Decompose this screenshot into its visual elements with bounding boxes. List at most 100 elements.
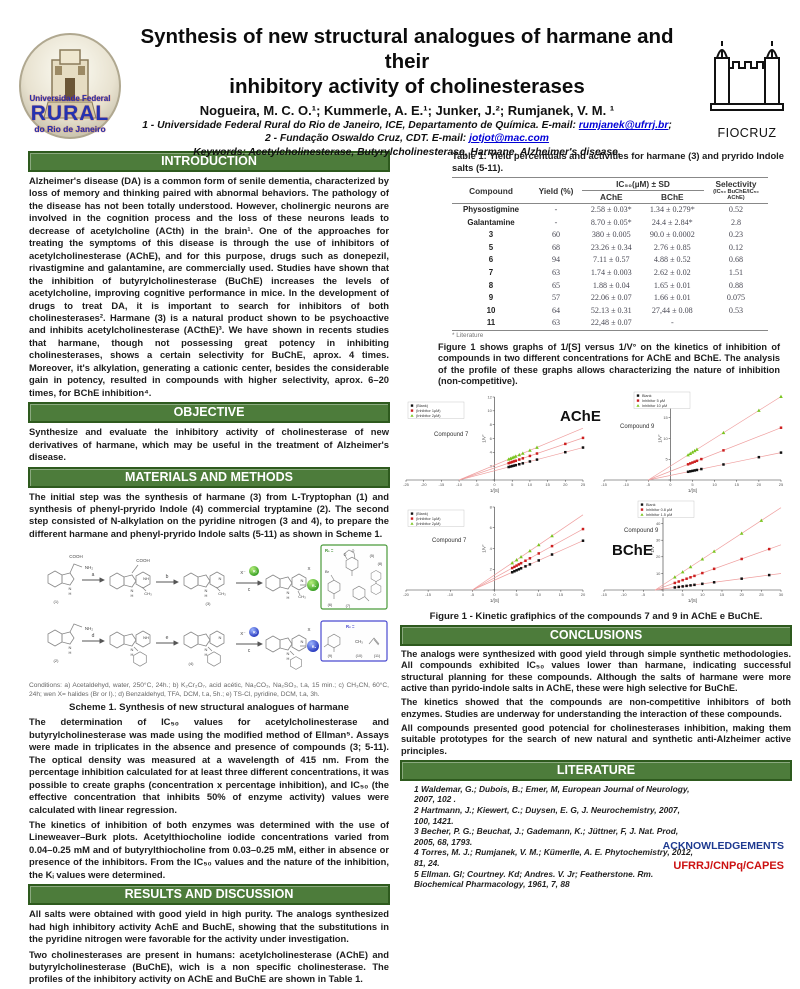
- svg-text:1/[S]: 1/[S]: [688, 488, 697, 493]
- scheme-label: NH₂: [85, 565, 93, 570]
- svg-text:-15: -15: [425, 592, 432, 597]
- scheme-label: N: [287, 590, 290, 595]
- reference-item: 3 Becher, P. G.; Beuchat, J.; Gademann, …: [414, 826, 679, 847]
- authors-line: Nogueira, M. C. O.¹; Kummerle, A. E.¹; J…: [199, 103, 615, 118]
- affiliation-2-text: 2 - Fundação Oswaldo Cruz, CDT. E-mail:: [265, 133, 470, 144]
- svg-text:12: 12: [487, 395, 492, 400]
- svg-text:0: 0: [669, 482, 672, 487]
- scheme-label: R₂: [253, 631, 258, 635]
- svg-text:2: 2: [490, 464, 493, 469]
- affiliation-1: 1 - Universidade Federal Rural do Rio de…: [132, 120, 682, 131]
- affiliation-1-text: 1 - Universidade Federal Rural do Rio de…: [142, 120, 579, 131]
- scheme-label: NH: [143, 576, 149, 581]
- scheme-label: (7): [346, 604, 351, 608]
- table-header-yield: Yield (%): [538, 185, 574, 196]
- scheme-label: O: [352, 549, 355, 553]
- scheme-label: H: [69, 591, 72, 596]
- scheme-label: CH₃: [218, 591, 226, 596]
- methods-paragraph-1: The initial step was the synthesis of ha…: [29, 490, 389, 539]
- svg-text:15: 15: [559, 592, 564, 597]
- poster-body: INTRODUCTION Alzheimer's disease (DA) is…: [0, 146, 800, 989]
- ufrrj-logo-text-line1: Universidade Federal: [29, 94, 111, 103]
- table-1-title: Table 1: Yield percentuals and activitie…: [452, 150, 784, 173]
- svg-text:25: 25: [759, 592, 764, 597]
- keywords-line: Keywords: Acetylcholinesterase, Butyrylc…: [193, 147, 621, 158]
- reference-item: 2 Hartmann, J.; Kiewert, C.; Duysen, E. …: [414, 804, 680, 826]
- ufrrj-logo-text-line2: RURAL: [30, 102, 110, 125]
- scheme-conditions-text: Conditions: a) Acetaldehyd, water, 250°C…: [29, 682, 389, 698]
- svg-text:4: 4: [490, 546, 493, 551]
- table-row: 8 65 1.88 ± 0.04 1.65 ± 0.01 0.88: [488, 280, 744, 290]
- scheme-label: a: [92, 572, 95, 578]
- svg-text:1/[S]: 1/[S]: [490, 488, 499, 493]
- table-header-selectivity-label: Selectivity: [715, 179, 757, 189]
- scheme-label: N: [131, 647, 134, 652]
- svg-text:5: 5: [516, 592, 519, 597]
- scheme-label: (10): [356, 654, 363, 658]
- section-heading-literature: LITERATURE: [400, 759, 792, 781]
- scheme-label: H: [287, 595, 290, 600]
- svg-text:1/[S]: 1/[S]: [490, 598, 499, 603]
- conclusions-paragraph-3: All compounds presented good potencial f…: [401, 722, 791, 756]
- poster-title-line2: inhibitory activity of cholinesterases: [229, 75, 585, 98]
- scheme-caption: Scheme 1. Synthesis of new structural an…: [69, 702, 349, 714]
- svg-text:20: 20: [656, 554, 661, 559]
- svg-text:20: 20: [581, 592, 586, 597]
- fiocruz-castle-icon: [710, 41, 784, 111]
- svg-text:5: 5: [666, 457, 669, 462]
- email-link-2[interactable]: jotjot@mac.com: [469, 133, 549, 144]
- table-footnote: * Literature: [452, 331, 484, 339]
- scheme-label: (3): [206, 601, 212, 606]
- poster: Universidade Federal RURAL do Rio de Jan…: [12, 25, 792, 985]
- svg-text:(Blank): (Blank): [416, 404, 429, 408]
- section-heading-results: RESULTS AND DISCUSSION: [28, 884, 390, 906]
- introduction-text: Alzheimer's disease (DA) is a common for…: [29, 175, 389, 398]
- svg-text:Compound 7: Compound 7: [434, 432, 469, 438]
- svg-text:2: 2: [490, 567, 493, 572]
- conclusions-paragraph-2: The kinetics showed that the compounds a…: [401, 697, 791, 719]
- ufrrj-logo: Universidade Federal RURAL do Rio de Jan…: [12, 32, 128, 144]
- scheme-label: (6): [328, 603, 333, 607]
- scheme-label: CH₃: [298, 594, 306, 599]
- table-header-ache: AChE: [599, 192, 623, 202]
- svg-text:5: 5: [691, 482, 694, 487]
- svg-text:15: 15: [735, 482, 740, 487]
- lineweaver-burk-plot-bche-compound7: -20 -15 -10 -5 0 5 10 15 2024681/[S]1/V°(Blank)(…: [403, 505, 586, 604]
- table-row: 10 64 52.13 ± 0.31 27,44 ± 0.08 0.53: [486, 305, 744, 315]
- svg-text:8: 8: [490, 422, 493, 427]
- svg-text:8: 8: [490, 505, 493, 510]
- svg-text:-25: -25: [403, 482, 410, 487]
- svg-text:1/[S]: 1/[S]: [688, 598, 697, 603]
- svg-text:15: 15: [545, 482, 550, 487]
- svg-text:20: 20: [739, 592, 744, 597]
- scheme-label: H: [287, 656, 290, 661]
- svg-text:-10: -10: [621, 592, 628, 597]
- figure-1-intro-text: Figure 1 shows graphs of 1/[S] versus 1/…: [438, 341, 780, 386]
- literature-section: 1 Waldemar, G.; Dubois, B.; Emer, M, Eur…: [400, 784, 792, 890]
- svg-text:10: 10: [663, 436, 668, 441]
- scheme-label: N: [131, 588, 134, 593]
- scheme-label: R₁ =: [325, 548, 334, 553]
- email-link-1[interactable]: rumjanek@ufrrj.br: [578, 120, 669, 131]
- svg-text:-20: -20: [421, 482, 428, 487]
- svg-text:-5: -5: [646, 482, 650, 487]
- svg-text:15: 15: [663, 415, 668, 420]
- svg-text:10: 10: [656, 571, 661, 576]
- results-table: Compound Yield (%) IC₅₀(µM) ± SD Selecti…: [452, 177, 768, 331]
- svg-text:-10: -10: [447, 592, 454, 597]
- scheme-label: R₁: [312, 584, 317, 588]
- scheme-label: (11): [374, 654, 381, 658]
- svg-text:0: 0: [493, 592, 496, 597]
- scheme-label: H: [131, 593, 134, 598]
- table-row: Galantamine -8.70 ± 0.05* 24.4 ± 2.84* 2.8: [467, 217, 742, 227]
- table-body: Physostigmine -2.58 ± 0.03* 1.34 ± 0.279* 0…: [452, 204, 768, 331]
- svg-text:1/V°: 1/V°: [657, 434, 662, 443]
- lineweaver-burk-plot-bche-compound9: -15-10-505101520253010203040501/[S]1/V°B…: [601, 500, 784, 603]
- svg-text:-20: -20: [403, 592, 410, 597]
- svg-text:(Blank): (Blank): [416, 512, 429, 516]
- svg-text:Inhibitor 10 µM: Inhibitor 10 µM: [642, 404, 667, 408]
- svg-text:-15: -15: [439, 482, 446, 487]
- scheme-label: X: [307, 627, 310, 632]
- scheme-label: H: [205, 593, 208, 598]
